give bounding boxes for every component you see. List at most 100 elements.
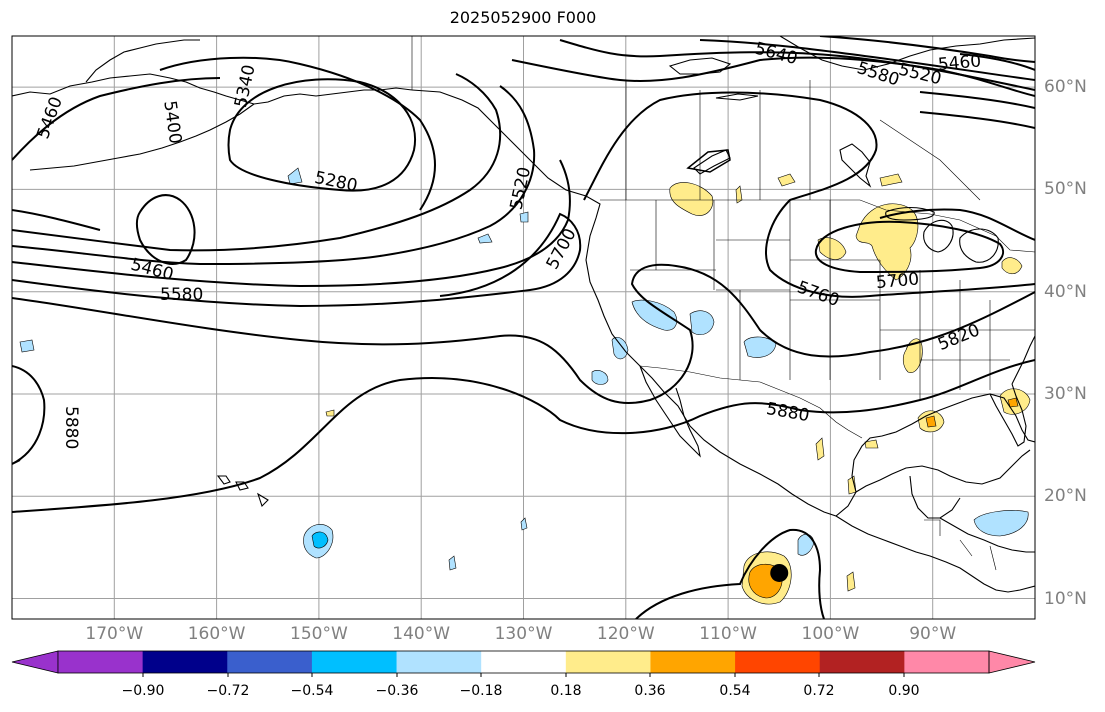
coastlines [12,36,1035,593]
contour-label: 5460 [937,51,982,75]
longitude-label: 120°W [596,624,655,644]
colorbar-bin [904,651,990,673]
positive-anomaly-patch [902,338,923,373]
negative-anomaly-patch [287,167,303,185]
colorbar-bin [58,651,144,673]
colorbar-bin [650,651,736,673]
longitude-label: 100°W [801,624,860,644]
colorbar-tick-label: −0.54 [290,683,334,699]
positive-anomaly-patch [864,439,879,449]
positive-anomaly-patch [669,182,714,216]
gulf-of-mexico-coast [855,449,1031,493]
contour-5640 [12,85,536,266]
map-title: 2025052900 F000 [449,8,597,27]
latitude-label: 50°N [1044,179,1087,200]
central-america-north [939,517,1035,553]
hudson-bay-coast [839,143,872,188]
longitude-label: 160°W [187,624,246,644]
colorbar-tick-label: −0.18 [459,683,503,699]
central-america-borders [924,519,997,571]
yucatan [909,475,961,519]
colorbar-bin [735,651,821,673]
positive-anomaly-patch [777,173,796,187]
positive-anomaly-patch [846,571,856,592]
longitude-label: 150°W [290,624,348,644]
colorbar-extend-min [11,650,59,674]
negative-anomaly-patch [743,336,777,358]
east-coast [1011,335,1035,385]
colorbar [11,650,1036,677]
contour-5760-east [879,208,1035,241]
latitude-label: 10°N [1044,588,1087,609]
positive-anomaly-patch [325,409,335,417]
contour-5460-west [12,77,221,161]
longitude-label: 140°W [392,624,451,644]
colorbar-tick-label: 0.72 [803,683,835,699]
hawaii [235,481,249,491]
hawaii [216,475,231,485]
contour-tropical-low [635,528,825,619]
positive-anomaly-patch [817,237,847,260]
negative-anomaly-patch [448,555,457,571]
contour-5880-south [12,359,1035,513]
negative-anomaly-patch [311,531,329,549]
florida [989,383,1027,447]
colorbar-tick-label: 0.18 [550,683,582,699]
island [715,93,759,101]
negative-anomaly-patch [19,339,35,353]
negative-anomaly-patch [591,370,609,385]
contour-5820 [12,263,1035,405]
location-marker [770,563,789,582]
positive-anomaly-patch [815,437,825,461]
contour-5520 [12,209,101,231]
contour-small-1 [686,149,731,173]
alaska-coast [12,73,413,105]
colorbar-outline [57,650,990,674]
colorbar-bin [227,651,313,673]
contour-ridge-4 [819,36,1035,63]
contour-5460-ne [959,53,1035,71]
colorbar-bin [481,651,567,673]
longitude-label: 170°W [85,624,144,644]
contour-ridge-5 [919,91,1035,129]
alaska-west [85,39,200,83]
height-contours [12,36,1035,619]
latitude-label: 40°N [1044,281,1087,302]
colorbar-bin [142,651,228,673]
longitude-label: 130°W [494,624,553,644]
colorbar-tick-label: 0.54 [719,683,751,699]
latitude-label: 30°N [1044,383,1087,404]
positive-anomaly-patch [925,415,937,428]
contour-5340 [227,78,416,192]
positive-anomaly-patch [1001,257,1023,275]
contour-5700-closed [814,220,1005,274]
contour-label: 5580 [160,285,203,305]
north-america-coast [411,89,1035,517]
colorbar-bin [396,651,482,673]
negative-anomaly-patch [611,337,629,360]
great-lakes [885,206,935,221]
longitude-label: 90°W [909,624,957,644]
contour-5400 [159,56,436,211]
contour-5460-low [136,194,196,265]
positive-anomaly-patch [879,173,903,187]
colorbar-tick-label: −0.90 [121,683,165,699]
contour-5880-hawaii [12,365,46,465]
colorbar-extend-max [988,650,1036,674]
latitude-label: 60°N [1044,77,1087,98]
negative-anomaly-patch [973,510,1029,537]
canada-provinces [625,80,981,201]
colorbar-bin [311,651,398,673]
longitude-label: 110°W [699,624,757,644]
positive-anomaly-patch [1007,397,1019,408]
colorbar-tick-label: −0.36 [375,683,419,699]
negative-anomaly-patch [519,211,529,223]
negative-anomaly-patch [477,233,493,244]
central-america [835,515,1035,593]
negative-anomaly-patch [631,299,677,331]
map-frame [11,35,1036,620]
contour-ridge-3 [699,39,1035,81]
contour-label: 5700 [875,269,920,293]
latitude-label: 20°N [1044,486,1087,507]
